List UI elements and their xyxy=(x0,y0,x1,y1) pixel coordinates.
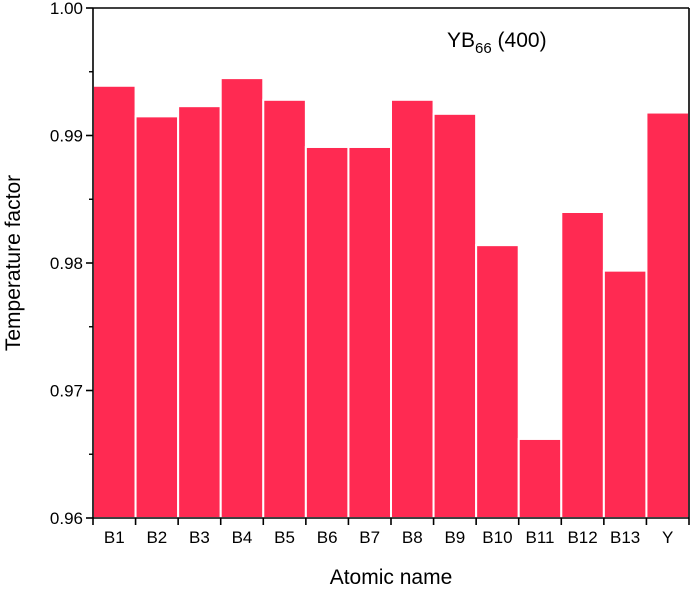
x-axis-title: Atomic name xyxy=(330,566,453,589)
y-axis-title: Temperature factor xyxy=(2,175,25,351)
annotation-suffix: (400) xyxy=(492,29,547,52)
bar-b11 xyxy=(517,437,563,520)
bar-b9 xyxy=(432,112,478,519)
bar-b8 xyxy=(390,98,435,520)
bars-group xyxy=(92,77,690,520)
bar-b4 xyxy=(219,77,265,520)
y-tick-label: 0.98 xyxy=(50,254,83,273)
x-ticks-group: B1 B2 B3 B4 B5 B6 B7 B8 B9 B10 B11 B12 B13 Y xyxy=(92,518,690,547)
y-tick-label: 0.97 xyxy=(50,382,83,401)
bar-y xyxy=(645,111,690,520)
y-tick-label: 0.99 xyxy=(50,127,83,146)
x-tick-label-b9: B9 xyxy=(444,528,465,547)
bar-b5 xyxy=(262,98,307,520)
bar-b1 xyxy=(92,84,137,520)
x-tick-label-b11: B11 xyxy=(526,528,555,547)
y-tick-label: 0.96 xyxy=(50,509,83,528)
x-tick-label-b6: B6 xyxy=(317,528,338,547)
x-tick-label-b3: B3 xyxy=(189,528,210,547)
chart-annotation: YB66 (400) xyxy=(447,29,547,57)
bar-b7 xyxy=(347,145,392,519)
x-tick-label-b1: B1 xyxy=(104,528,125,547)
bar-b3 xyxy=(177,105,222,520)
y-top-tick-label: 1.00 xyxy=(50,0,83,18)
x-tick-label-b4: B4 xyxy=(232,528,253,547)
bar-b13 xyxy=(602,269,648,519)
x-tick-label-b13: B13 xyxy=(610,528,640,547)
x-tick-label-b8: B8 xyxy=(402,528,423,547)
bar-b12 xyxy=(560,211,605,519)
bar-b2 xyxy=(134,115,180,520)
annotation-subscript: 66 xyxy=(475,40,492,57)
x-tick-label-b5: B5 xyxy=(274,528,295,547)
x-tick-label-b2: B2 xyxy=(146,528,167,547)
x-tick-label-b10: B10 xyxy=(482,528,512,547)
x-tick-label-y: Y xyxy=(662,528,673,547)
x-tick-label-b7: B7 xyxy=(359,528,380,547)
x-tick-label-b12: B12 xyxy=(567,528,597,547)
annotation-main: YB xyxy=(447,29,475,52)
bar-b10 xyxy=(475,244,520,519)
bar-b6 xyxy=(304,145,350,519)
y-ticks-group: 0.96 0.97 0.98 0.99 xyxy=(50,7,93,528)
